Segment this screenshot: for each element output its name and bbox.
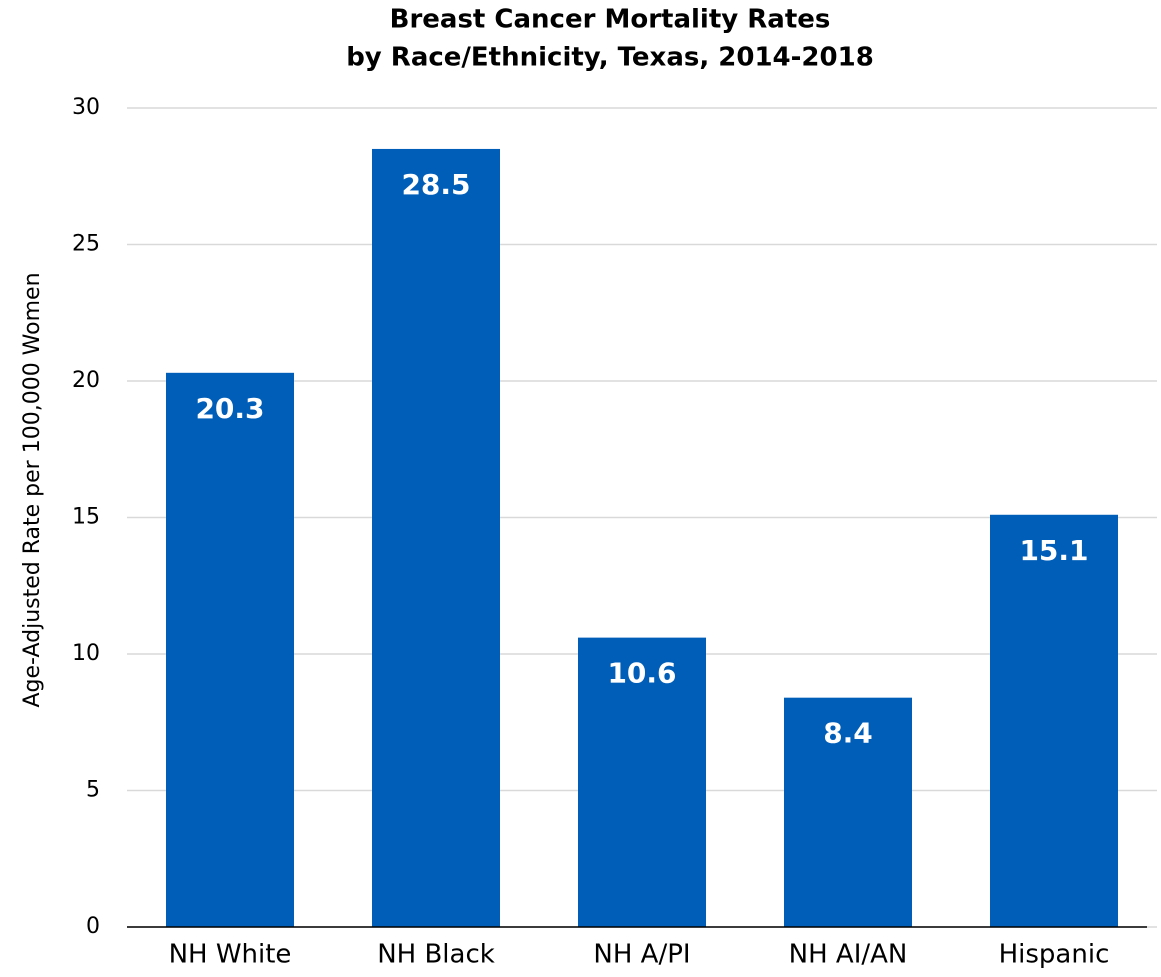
data-label: 15.1 bbox=[1019, 534, 1088, 567]
x-tick-label: Hispanic bbox=[999, 940, 1110, 970]
y-tick-label: 25 bbox=[72, 232, 100, 257]
y-tick-label: 0 bbox=[86, 914, 100, 939]
y-tick-label: 5 bbox=[86, 778, 100, 803]
data-label: 28.5 bbox=[401, 168, 470, 201]
x-tick-label: NH AI/AN bbox=[789, 940, 908, 970]
data-label: 10.6 bbox=[607, 657, 676, 690]
x-tick-label: NH Black bbox=[377, 940, 495, 970]
bar bbox=[578, 637, 706, 927]
bar bbox=[166, 372, 294, 927]
bar bbox=[990, 514, 1118, 927]
chart-title: by Race/Ethnicity, Texas, 2014-2018 bbox=[346, 43, 874, 73]
bar bbox=[372, 148, 500, 927]
data-label: 8.4 bbox=[823, 717, 873, 750]
x-tick-label: NH A/PI bbox=[593, 940, 690, 970]
y-tick-label: 10 bbox=[72, 641, 100, 666]
y-tick-label: 15 bbox=[72, 505, 100, 530]
y-tick-label: 20 bbox=[72, 368, 100, 393]
chart-title: Breast Cancer Mortality Rates bbox=[390, 5, 831, 35]
y-tick-label: 30 bbox=[72, 95, 100, 120]
x-tick-label: NH White bbox=[169, 940, 292, 970]
bar bbox=[784, 697, 912, 927]
y-axis-label: Age-Adjusted Rate per 100,000 Women bbox=[20, 272, 45, 707]
data-label: 20.3 bbox=[195, 392, 264, 425]
